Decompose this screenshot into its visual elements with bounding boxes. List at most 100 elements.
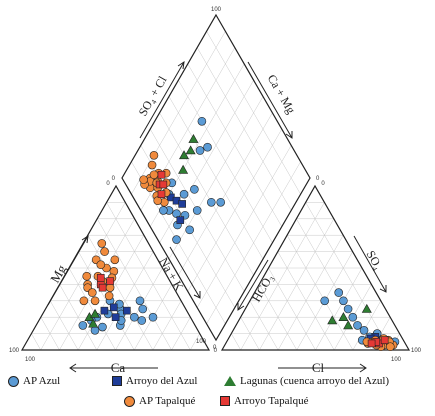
tick-cation-left-corner: 100	[9, 348, 20, 354]
tick-cation-right-corner: 0	[213, 345, 217, 351]
grid-line	[40, 317, 60, 351]
grid-line	[168, 96, 264, 260]
data-point-anion	[380, 336, 389, 344]
grid-line	[286, 235, 354, 351]
data-point-diamond	[139, 175, 148, 184]
data-point-cation	[100, 306, 109, 315]
nak-axis-label: Na + K	[157, 255, 187, 293]
data-point-anion	[320, 296, 330, 306]
legend-marker-ap-tapalque	[124, 395, 135, 407]
data-point-cation	[100, 247, 109, 256]
tick-labels: 100 0 0 100 0 100 0 100 100 0 0 100	[9, 7, 422, 363]
data-points	[78, 117, 400, 352]
legend-marker-arroyo-del-azul	[112, 376, 122, 386]
data-point-diamond	[192, 206, 202, 215]
legend-label-arroyo-del-azul: Arroyo del Azul	[126, 375, 198, 387]
legend-marker-arroyo-tapalque	[220, 396, 230, 406]
data-point-diamond	[203, 142, 212, 152]
tick-anion-left-corner: 0	[214, 348, 218, 354]
data-point-cation	[135, 296, 145, 306]
anion-triangle-outline	[220, 184, 411, 351]
legend-label-lagunas: Lagunas (cuenca arroyo del Azul)	[240, 375, 390, 387]
data-point-cation	[104, 291, 114, 301]
so4-arrow	[353, 235, 387, 293]
data-point-diamond	[147, 160, 157, 170]
data-point-cation	[110, 255, 120, 265]
data-point-anion	[348, 312, 358, 322]
data-point-anion	[353, 321, 362, 330]
grid-line	[190, 333, 200, 351]
data-point-cation	[90, 296, 100, 306]
grid-line	[352, 300, 382, 351]
tick-anion-right-top: 0	[321, 181, 325, 187]
legend-marker-ap-azul	[8, 375, 19, 387]
nak-arrowhead	[193, 291, 201, 299]
data-point-cation	[98, 322, 107, 332]
grid-line	[231, 333, 241, 351]
data-point-cation	[97, 239, 107, 248]
data-point-cation	[96, 260, 106, 270]
data-point-diamond	[216, 198, 225, 207]
data-point-diamond	[159, 180, 168, 189]
data-point-anion	[367, 339, 376, 348]
data-point-cation	[88, 318, 99, 328]
data-point-anion	[359, 326, 369, 335]
grid-line	[268, 267, 316, 351]
data-point-cation	[78, 321, 88, 330]
grid-line	[187, 63, 283, 227]
data-point-cation	[106, 277, 114, 285]
data-point-cation	[109, 303, 118, 312]
data-point-diamond	[197, 117, 207, 126]
grid-line	[87, 235, 154, 351]
grid-line	[249, 300, 279, 351]
so4cl-arrowhead	[177, 60, 185, 70]
grid-line	[68, 267, 116, 351]
grid-line	[49, 300, 79, 351]
data-point-cation	[137, 316, 147, 325]
grid-line	[206, 31, 301, 195]
grid-line	[131, 31, 226, 195]
hco3-arrow	[237, 259, 269, 311]
data-point-anion	[339, 296, 348, 306]
legend-item-arroyo-del-azul: Arroyo del Azul	[112, 375, 197, 387]
legend-marker-lagunas	[224, 376, 236, 386]
grid-line	[178, 80, 273, 243]
legend-item-lagunas: Lagunas (cuenca arroyo del Azul)	[224, 375, 389, 387]
data-point-anion	[361, 303, 372, 313]
grid-line	[240, 317, 260, 351]
grid-line	[59, 284, 98, 351]
ca-axis-label: Ca	[111, 360, 126, 375]
legend-label-ap-azul: AP Azul	[23, 375, 61, 387]
data-point-diamond	[178, 164, 189, 174]
grid-line	[315, 267, 363, 351]
data-point-anion	[338, 312, 349, 322]
legend-item-ap-tapalque: AP Tapalqué	[124, 395, 195, 407]
so4-arrowhead	[379, 285, 387, 293]
data-point-anion	[385, 342, 395, 352]
hco3-arrowhead	[237, 303, 245, 311]
grid-line	[240, 202, 325, 351]
grid-line	[152, 300, 182, 351]
data-point-diamond	[185, 145, 196, 155]
data-point-diamond	[157, 170, 166, 179]
camg-arrowhead	[285, 131, 293, 139]
legend-label-arroyo-tapalque: Arroyo Tapalqué	[234, 395, 309, 407]
data-point-diamond	[178, 200, 186, 208]
data-point-cation	[96, 274, 105, 282]
tick-diamond-right: 0	[316, 176, 320, 182]
data-point-cation	[148, 312, 158, 322]
grid-line	[106, 202, 191, 351]
axis-arrows	[47, 60, 387, 373]
ca-arrowhead	[69, 363, 77, 373]
data-point-diamond	[176, 216, 185, 224]
data-point-cation	[98, 283, 107, 292]
grid-line	[258, 284, 298, 351]
data-point-cation	[82, 271, 92, 281]
data-point-diamond	[179, 189, 189, 199]
grid-line	[31, 333, 41, 351]
tick-diamond-bottom: 100	[196, 339, 207, 345]
diamond-outline	[121, 13, 311, 342]
data-point-diamond	[172, 235, 181, 244]
data-point-diamond	[179, 150, 190, 160]
